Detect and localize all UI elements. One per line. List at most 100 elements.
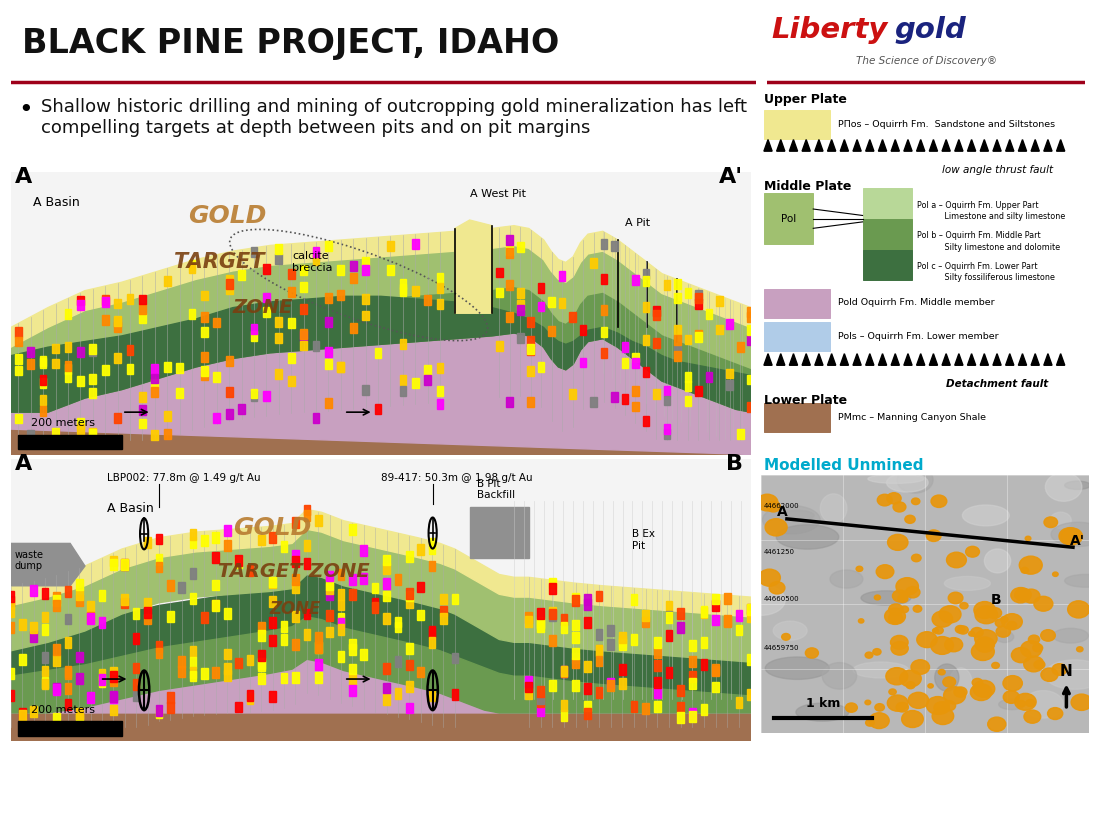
Bar xyxy=(549,680,556,690)
Bar xyxy=(495,268,503,278)
Circle shape xyxy=(884,609,905,624)
Bar xyxy=(406,590,412,601)
Circle shape xyxy=(969,631,974,636)
Polygon shape xyxy=(11,574,751,713)
Text: Lower Plate: Lower Plate xyxy=(764,394,847,406)
Circle shape xyxy=(1061,528,1083,545)
Bar xyxy=(699,350,722,370)
Bar xyxy=(677,713,684,723)
Text: A Basin: A Basin xyxy=(33,196,80,209)
Bar xyxy=(559,298,566,308)
Bar xyxy=(8,668,14,679)
Bar xyxy=(689,678,696,689)
Ellipse shape xyxy=(1051,523,1096,546)
Bar xyxy=(663,428,671,438)
Bar xyxy=(548,326,555,336)
Bar xyxy=(601,274,607,284)
Bar xyxy=(304,558,310,568)
Bar xyxy=(238,269,244,280)
Bar xyxy=(716,324,722,334)
Bar xyxy=(338,613,344,624)
Bar xyxy=(224,540,230,550)
Bar xyxy=(727,380,733,390)
Bar xyxy=(8,607,14,618)
Bar xyxy=(400,339,407,349)
Bar xyxy=(189,264,195,274)
Circle shape xyxy=(926,696,949,714)
Bar xyxy=(312,341,319,351)
Bar xyxy=(685,396,692,406)
Bar xyxy=(54,655,60,666)
Bar xyxy=(424,365,431,375)
Bar xyxy=(145,537,151,548)
Polygon shape xyxy=(11,296,751,431)
Bar xyxy=(288,376,295,386)
Bar xyxy=(214,318,220,328)
Bar xyxy=(151,387,158,397)
Bar xyxy=(251,247,258,257)
Bar xyxy=(327,627,333,637)
Polygon shape xyxy=(916,139,925,152)
Bar xyxy=(76,652,82,663)
Bar xyxy=(139,313,146,323)
Bar xyxy=(695,290,701,300)
Ellipse shape xyxy=(830,570,863,588)
Text: Pols – Oquirrh Fm. Lower member: Pols – Oquirrh Fm. Lower member xyxy=(837,332,998,341)
Bar xyxy=(213,667,219,678)
Bar xyxy=(226,284,232,294)
Bar xyxy=(202,536,208,546)
Bar xyxy=(527,344,534,354)
Bar xyxy=(699,300,722,320)
Bar xyxy=(764,110,830,139)
Bar xyxy=(506,312,513,322)
Bar xyxy=(190,667,196,677)
Bar xyxy=(406,597,412,608)
Bar xyxy=(201,352,208,362)
Polygon shape xyxy=(943,139,950,152)
Bar xyxy=(517,300,524,310)
Polygon shape xyxy=(929,139,937,152)
Bar xyxy=(164,429,171,439)
Bar xyxy=(251,388,258,399)
Circle shape xyxy=(877,494,892,506)
Bar xyxy=(689,708,696,719)
Bar xyxy=(338,362,344,372)
Text: B Pit
Backfill: B Pit Backfill xyxy=(477,478,515,500)
Bar xyxy=(189,309,195,319)
Bar xyxy=(621,394,628,404)
Bar xyxy=(110,704,116,715)
Bar xyxy=(700,607,707,618)
Bar xyxy=(65,699,71,710)
Polygon shape xyxy=(1006,139,1014,152)
Bar xyxy=(90,428,96,438)
Bar xyxy=(90,344,96,354)
Circle shape xyxy=(973,681,995,697)
Bar xyxy=(560,667,568,677)
Circle shape xyxy=(1052,572,1058,577)
Polygon shape xyxy=(968,139,975,152)
Bar xyxy=(151,431,158,441)
Polygon shape xyxy=(943,354,950,365)
Text: 1.: 1. xyxy=(726,330,737,340)
Circle shape xyxy=(906,681,915,689)
Bar xyxy=(601,239,607,249)
Bar xyxy=(54,595,60,606)
Bar xyxy=(88,613,94,624)
Bar xyxy=(338,651,344,662)
Bar xyxy=(76,595,82,606)
Bar xyxy=(747,604,754,614)
Circle shape xyxy=(1071,694,1092,710)
Circle shape xyxy=(934,627,944,634)
Bar xyxy=(190,646,196,657)
Bar xyxy=(251,331,258,341)
Bar xyxy=(537,621,544,631)
Bar xyxy=(300,332,307,342)
Bar xyxy=(42,677,48,688)
Bar xyxy=(674,351,681,360)
Bar xyxy=(689,712,696,722)
Circle shape xyxy=(971,627,983,637)
Polygon shape xyxy=(904,139,912,152)
Bar xyxy=(452,689,458,699)
Bar xyxy=(139,295,146,305)
Bar xyxy=(642,704,649,714)
